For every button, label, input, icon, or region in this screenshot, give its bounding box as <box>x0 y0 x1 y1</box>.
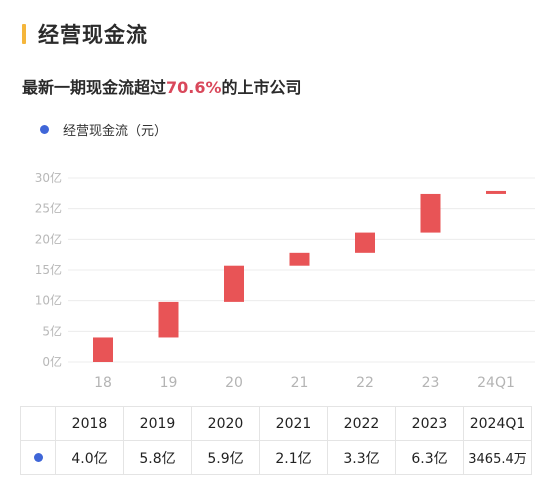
section-header: 经营现金流 <box>22 16 148 52</box>
table-year-cell: 2024Q1 <box>463 406 532 441</box>
table-value-cell: 5.8亿 <box>123 440 192 475</box>
x-tick-label: 20 <box>225 375 243 391</box>
bar-22[interactable] <box>355 232 375 253</box>
legend-dot-icon <box>40 125 49 134</box>
table-corner-cell <box>20 406 56 441</box>
bar-18[interactable] <box>93 337 113 362</box>
bar-24Q1[interactable] <box>486 190 506 194</box>
table-value-cell: 5.9亿 <box>191 440 260 475</box>
y-axis-ticks: 0亿 5亿 10亿 15亿 20亿 25亿 30亿 <box>35 170 62 369</box>
subtitle: 最新一期现金流超过70.6%的上市公司 <box>22 74 302 98</box>
y-tick-label: 20亿 <box>35 231 62 246</box>
bar-19[interactable] <box>158 301 179 338</box>
table-value-cell: 3465.4万 <box>463 440 532 475</box>
legend-label: 经营现金流（元） <box>63 124 168 139</box>
y-tick-label: 10亿 <box>35 293 62 308</box>
bar-20[interactable] <box>224 265 244 302</box>
table-value-cell: 2.1亿 <box>259 440 328 475</box>
x-tick-label: 21 <box>291 375 309 391</box>
chart-legend[interactable]: 经营现金流（元） <box>40 120 167 139</box>
table-year-cell: 2022 <box>327 406 396 441</box>
table-year-cell: 2021 <box>259 406 328 441</box>
table-value-cell: 6.3亿 <box>395 440 464 475</box>
waterfall-chart: 0亿 5亿 10亿 15亿 20亿 25亿 30亿 18 19 20 21 22 23 24Q1 <box>35 170 535 391</box>
subtitle-prefix: 最新一期现金流超过 <box>22 78 167 97</box>
table-year-cell: 2019 <box>123 406 192 441</box>
data-table: 2018 2019 2020 2021 2022 2023 2024Q1 4.0亿 5.8亿 5… <box>20 406 532 475</box>
table-legend-cell <box>20 440 56 475</box>
x-tick-label: 18 <box>94 375 112 391</box>
x-axis-ticks: 18 19 20 21 22 23 24Q1 <box>94 375 515 391</box>
bar-23[interactable] <box>420 193 441 233</box>
y-tick-label: 0亿 <box>42 354 62 369</box>
grid-lines <box>68 177 535 363</box>
subtitle-highlight: 70.6% <box>166 78 222 97</box>
table-year-cell: 2018 <box>55 406 124 441</box>
x-tick-label: 19 <box>160 375 178 391</box>
x-tick-label: 24Q1 <box>477 375 515 391</box>
y-tick-label: 30亿 <box>35 170 62 185</box>
y-tick-label: 15亿 <box>35 262 62 277</box>
table-value-cell: 4.0亿 <box>55 440 124 475</box>
table-year-cell: 2023 <box>395 406 464 441</box>
header-accent-bar <box>22 24 26 44</box>
table-header-row: 2018 2019 2020 2021 2022 2023 2024Q1 <box>20 406 532 441</box>
x-tick-label: 22 <box>356 375 374 391</box>
table-value-cell: 3.3亿 <box>327 440 396 475</box>
y-tick-label: 25亿 <box>35 201 62 216</box>
bars <box>93 190 506 362</box>
bar-21[interactable] <box>289 252 310 266</box>
series-dot-icon <box>33 452 43 462</box>
table-year-cell: 2020 <box>191 406 260 441</box>
subtitle-suffix: 的上市公司 <box>221 78 302 97</box>
y-tick-label: 5亿 <box>42 323 62 338</box>
table-value-row: 4.0亿 5.8亿 5.9亿 2.1亿 3.3亿 6.3亿 3465.4万 <box>20 440 532 475</box>
section-title: 经营现金流 <box>38 23 148 47</box>
x-tick-label: 23 <box>422 375 440 391</box>
